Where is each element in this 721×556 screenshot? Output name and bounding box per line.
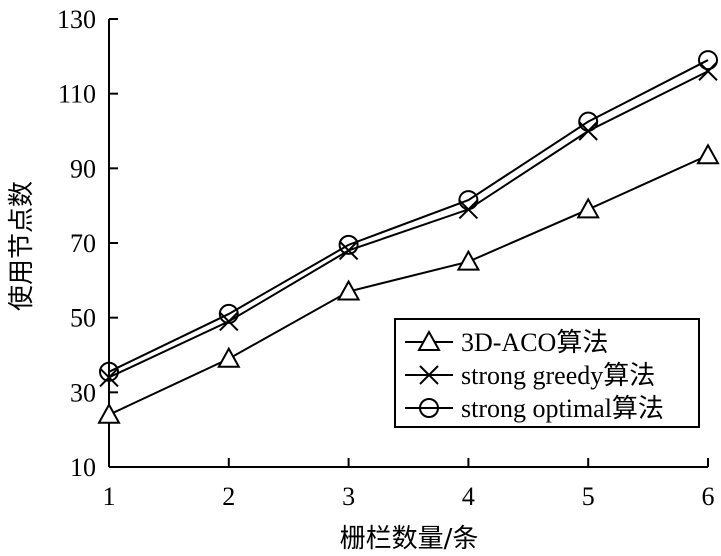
- y-axis-title: 使用节点数: [7, 181, 37, 311]
- triangle-marker: [217, 346, 241, 368]
- legend-item: strong optimal算法: [405, 394, 664, 423]
- x-marker: [698, 61, 718, 81]
- triangle-marker: [576, 197, 600, 219]
- x-tick-label: 3: [342, 482, 355, 511]
- legend-label: 3D-ACO算法: [461, 328, 608, 357]
- y-tick-label: 90: [70, 154, 96, 183]
- series-line: [108, 154, 709, 416]
- legend-label: strong optimal算法: [461, 394, 664, 423]
- x-marker: [338, 240, 359, 261]
- triangle-marker: [456, 249, 481, 271]
- y-tick-label: 130: [57, 5, 96, 34]
- y-tick-label: 110: [58, 80, 96, 109]
- legend-circle-marker: [419, 398, 439, 418]
- circle-marker: [99, 361, 119, 382]
- legend-item: 3D-ACO算法: [405, 328, 608, 357]
- circle-marker: [218, 303, 239, 324]
- x-axis-title: 栅栏数量/条: [340, 524, 479, 554]
- x-tick-labels: 1 2 3 4 5 6: [103, 482, 715, 511]
- axes: [108, 18, 709, 468]
- legend-x-marker: [419, 365, 439, 385]
- circle-marker: [698, 50, 718, 71]
- y-tick-label: 30: [70, 378, 96, 407]
- x-tick-label: 1: [103, 482, 116, 511]
- triangle-marker: [97, 402, 121, 424]
- x-tick-label: 6: [702, 482, 715, 511]
- y-tick-label: 10: [70, 453, 96, 482]
- legend-item: strong greedy算法: [405, 361, 655, 390]
- x-tick-label: 2: [222, 482, 235, 511]
- circle-marker: [578, 111, 599, 132]
- triangle-marker: [336, 279, 361, 301]
- y-tick-labels: 10 30 50 70 90 110 130: [57, 5, 96, 482]
- circle-marker: [458, 190, 479, 211]
- y-tick-label: 70: [70, 229, 96, 258]
- series-line: [108, 59, 709, 373]
- series-3: [99, 50, 718, 382]
- x-tick-label: 4: [462, 482, 475, 511]
- series-layer: [97, 50, 720, 424]
- legend-triangle-marker: [417, 329, 441, 351]
- x-tick-label: 5: [582, 482, 595, 511]
- legend-label: strong greedy算法: [461, 361, 655, 390]
- triangle-marker: [696, 143, 720, 165]
- series-line: [108, 70, 709, 379]
- x-marker: [219, 311, 239, 332]
- y-tick-label: 50: [70, 304, 96, 333]
- legend: 3D-ACO算法 strong greedy算法 strong optimal算法: [394, 318, 700, 428]
- series-1: [97, 143, 720, 424]
- series-2: [99, 61, 718, 388]
- x-marker: [99, 367, 119, 388]
- circle-marker: [338, 234, 359, 255]
